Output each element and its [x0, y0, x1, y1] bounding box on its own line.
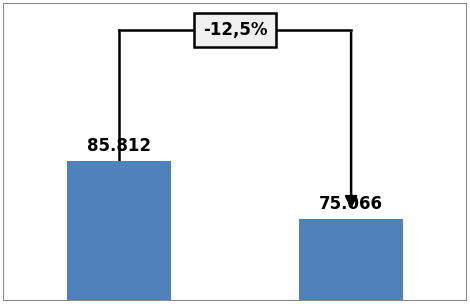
Text: 85.812: 85.812: [87, 137, 151, 155]
Text: -12,5%: -12,5%: [203, 21, 267, 39]
Bar: [67, 161, 171, 304]
Text: 75.066: 75.066: [319, 195, 383, 213]
Bar: [299, 219, 403, 304]
